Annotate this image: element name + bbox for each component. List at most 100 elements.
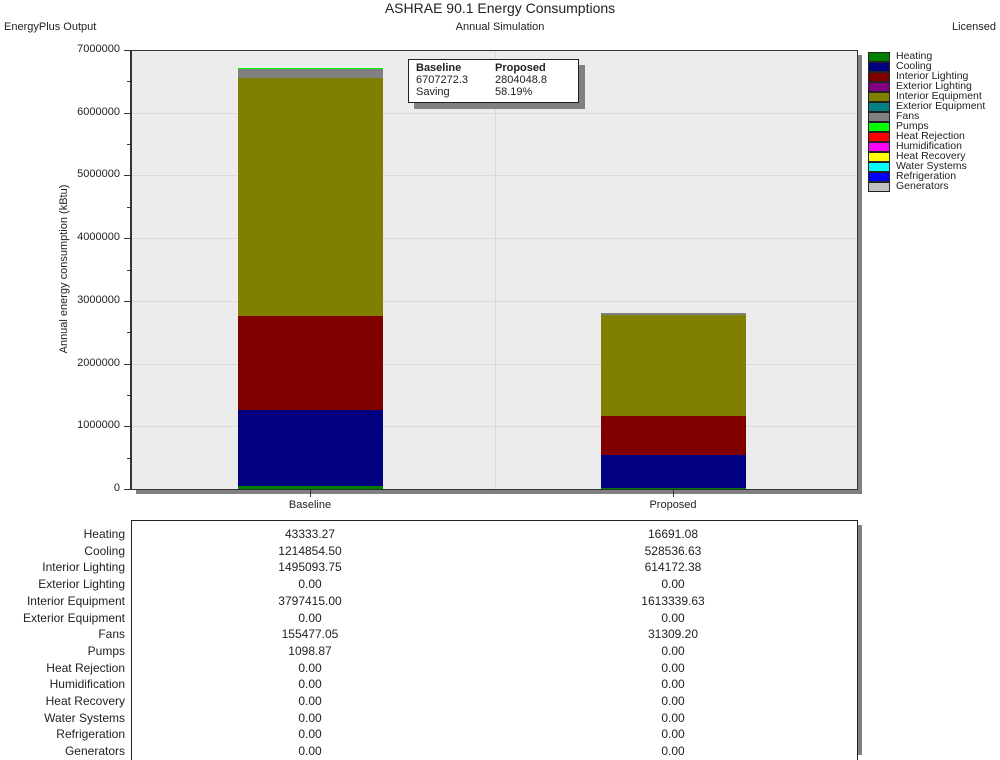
legend-swatch <box>868 82 890 92</box>
x-label-proposed: Proposed <box>649 499 697 511</box>
legend-swatch <box>868 182 890 192</box>
legend-label: Fans <box>896 110 920 122</box>
table-cell-proposed: 0.00 <box>661 643 685 658</box>
table-row-label: Interior Lighting <box>42 560 125 575</box>
table-cell-baseline: 1495093.75 <box>278 560 342 575</box>
bar-segment-baseline-fans <box>238 68 383 79</box>
legend-swatch <box>868 102 890 112</box>
legend-swatch <box>868 152 890 162</box>
y-major-tick <box>124 175 131 177</box>
y-major-tick <box>124 112 131 114</box>
gridline <box>132 112 857 114</box>
bar-segment-baseline-pumps <box>238 68 383 70</box>
legend-label: Heat Recovery <box>896 150 966 162</box>
legend-label: Interior Equipment <box>896 90 982 102</box>
legend-label: Refrigeration <box>896 170 957 182</box>
table-cell-proposed: 614172.38 <box>644 560 702 575</box>
table-cell-proposed: 16691.08 <box>647 527 699 541</box>
bar-segment-proposed-interior-equipment <box>601 315 746 417</box>
y-major-tick <box>124 363 131 365</box>
legend-swatch <box>868 72 890 82</box>
table-cell-baseline: 1098.87 <box>288 643 332 658</box>
bar-segment-baseline-interior-lighting <box>238 316 383 411</box>
legend-swatch <box>868 162 890 172</box>
table-cell-baseline: 0.00 <box>298 610 322 625</box>
legend-swatch <box>868 122 890 132</box>
table-row-label: Refrigeration <box>56 727 125 742</box>
y-minor-tick <box>127 81 131 83</box>
legend-label: Water Systems <box>896 160 967 172</box>
table-row-label: Humidification <box>49 677 125 692</box>
table-cell-proposed: 0.00 <box>661 744 685 759</box>
table-cell-proposed: 0.00 <box>661 694 685 708</box>
legend-label: Cooling <box>896 60 932 72</box>
table-cell-baseline: 155477.05 <box>281 627 339 642</box>
legend-label: Exterior Lighting <box>896 80 972 92</box>
gridline <box>132 238 857 240</box>
legend-label: Exterior Equipment <box>896 100 986 112</box>
y-tick-label: 4000000 <box>77 231 120 244</box>
table-row-label: Heat Rejection <box>46 660 125 675</box>
table-cell-baseline: 43333.27 <box>284 527 336 541</box>
legend-swatch <box>868 92 890 102</box>
y-minor-tick <box>127 457 131 459</box>
table-cell-proposed: 1613339.63 <box>641 593 705 608</box>
legend-label: Heat Rejection <box>896 130 965 142</box>
chart-subtitle: Annual Simulation <box>455 21 545 33</box>
y-tick-label: 7000000 <box>77 43 120 55</box>
table-row-label: Water Systems <box>44 710 125 725</box>
bar-segment-baseline-cooling <box>238 410 383 487</box>
summary-box: Baseline Proposed 6707272.3 2804048.8 Sa… <box>408 59 579 103</box>
summary-saving-label: Saving <box>416 86 450 98</box>
table-row-label: Generators <box>64 744 125 759</box>
y-major-tick <box>124 238 131 240</box>
x-tick-proposed <box>673 490 674 497</box>
legend-label: Pumps <box>896 120 929 132</box>
y-minor-tick <box>127 394 131 396</box>
legend-swatch <box>868 112 890 122</box>
y-axis-label: Annual energy consumption (kBtu) <box>58 184 70 354</box>
summary-header-proposed: Proposed <box>495 62 546 74</box>
summary-baseline-total: 6707272.3 <box>416 74 468 86</box>
table-row-label: Heating <box>83 527 125 541</box>
table-cell-proposed: 0.00 <box>661 710 685 725</box>
table-cell-proposed: 0.00 <box>661 577 685 592</box>
table-cell-proposed: 0.00 <box>661 727 685 742</box>
y-tick-label: 2000000 <box>77 356 120 369</box>
legend-swatch <box>868 172 890 182</box>
bar-segment-proposed-cooling <box>601 454 746 488</box>
table-cell-proposed: 0.00 <box>661 660 685 675</box>
gridline <box>132 175 857 177</box>
table-cell-baseline: 0.00 <box>298 727 322 742</box>
y-major-tick <box>124 489 131 490</box>
legend-swatch <box>868 52 890 62</box>
table-cell-baseline: 0.00 <box>298 744 322 759</box>
bar-segment-proposed-heating <box>601 487 746 489</box>
legend-label: Interior Lighting <box>896 70 969 82</box>
legend-swatch <box>868 132 890 142</box>
y-major-tick <box>124 300 131 302</box>
data-table <box>131 520 858 760</box>
chart-title: ASHRAE 90.1 Energy Consumptions <box>384 0 616 16</box>
table-cell-baseline: 1214854.50 <box>278 543 342 558</box>
table-cell-baseline: 3797415.00 <box>278 593 342 608</box>
table-cell-proposed: 528536.63 <box>644 543 702 558</box>
table-cell-proposed: 0.00 <box>661 610 685 625</box>
license-label: Licensed <box>951 21 996 33</box>
legend-label: Humidification <box>896 140 962 152</box>
legend-label: Generators <box>896 180 949 192</box>
y-major-tick <box>124 426 131 428</box>
y-minor-tick <box>127 332 131 334</box>
table-row-label: Interior Equipment <box>26 593 125 608</box>
summary-saving-value: 58.19% <box>495 86 533 98</box>
x-label-baseline: Baseline <box>288 499 332 511</box>
gridline <box>132 426 857 428</box>
y-major-tick <box>124 50 131 51</box>
table-cell-baseline: 0.00 <box>298 710 322 725</box>
table-row-label: Cooling <box>84 543 125 558</box>
gridline-vertical <box>495 51 496 489</box>
y-minor-tick <box>127 269 131 271</box>
legend-swatch <box>868 142 890 152</box>
gridline <box>132 300 857 302</box>
table-cell-baseline: 0.00 <box>298 577 322 592</box>
